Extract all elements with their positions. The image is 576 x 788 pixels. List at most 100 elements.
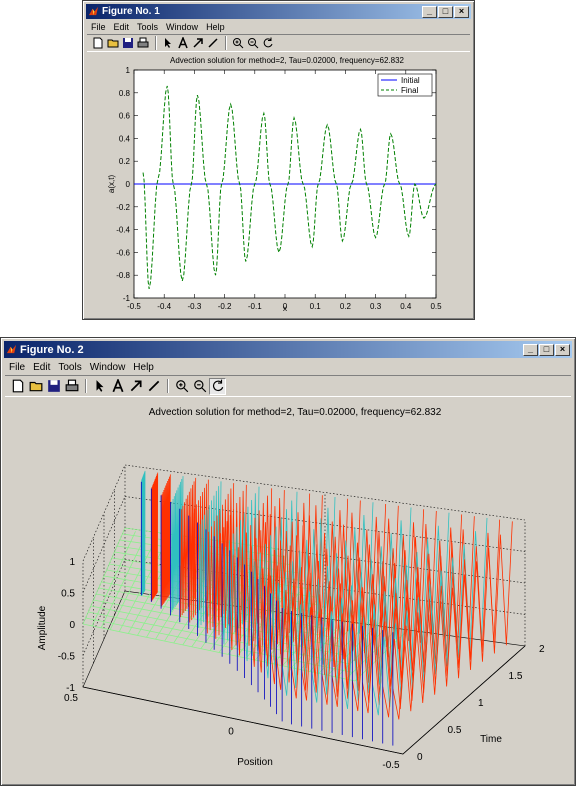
x-tick-label: -0.2 <box>218 302 232 311</box>
series-group <box>134 85 437 289</box>
printer-icon <box>65 379 78 392</box>
toolbar-separator <box>85 379 87 393</box>
menu-tools[interactable]: Tools <box>58 361 82 373</box>
surface-flat-line <box>109 537 157 630</box>
y-tick-label: 0.6 <box>119 112 131 121</box>
rotate-3d-button[interactable] <box>261 36 275 50</box>
surface-ridge-line <box>160 474 171 607</box>
y-tick-label: -0.6 <box>116 248 130 257</box>
new-figure-button[interactable] <box>91 36 105 50</box>
y-tick-label: 1 <box>126 66 131 75</box>
x-tick-label: 0 <box>283 302 288 311</box>
axis-ticks: 10.50-0.5-10.50-0.500.511.52 <box>58 557 545 771</box>
grid-line <box>124 496 526 552</box>
matlab-logo-icon <box>88 6 99 16</box>
insert-line-button[interactable] <box>145 378 162 395</box>
arrow-icon <box>193 38 203 48</box>
y-tick-label: 0.8 <box>119 89 131 98</box>
x-tick-label: 0.3 <box>370 302 382 311</box>
x-tick-label: 0.2 <box>340 302 352 311</box>
x-ticks: -0.5 -0.4 -0.3 -0.2 -0.1 0 0.1 0.2 0.3 0.4 0.5 <box>127 70 442 311</box>
time-tick-label: 1 <box>478 698 484 709</box>
print-button[interactable] <box>136 36 150 50</box>
insert-text-button[interactable] <box>176 36 190 50</box>
minimize-button[interactable]: _ <box>422 5 437 18</box>
surface-flat-line <box>91 531 136 627</box>
toolbar-separator <box>155 36 157 50</box>
legend-label-final: Final <box>401 86 419 95</box>
x-tick-label: -0.4 <box>157 302 171 311</box>
close-button[interactable]: × <box>555 343 570 356</box>
insert-arrow-button[interactable] <box>127 378 144 395</box>
y-axis-label: a(x,t) <box>107 175 116 194</box>
insert-text-button[interactable] <box>109 378 126 395</box>
x-tick-label: 0.5 <box>430 302 442 311</box>
save-icon <box>47 380 60 392</box>
amplitude-tick-label: 0.5 <box>61 589 75 600</box>
amplitude-tick-label: 1 <box>69 557 75 568</box>
menu-edit[interactable]: Edit <box>113 22 130 32</box>
chart-title: Advection solution for method=2, Tau=0.0… <box>170 56 405 65</box>
axis-edge <box>82 686 404 755</box>
y-tick-label: -0.8 <box>116 271 130 280</box>
time-tick-label: 1.5 <box>509 671 523 682</box>
z-axis-label: Amplitude <box>37 605 48 650</box>
open-file-button[interactable] <box>106 36 120 50</box>
maximize-button[interactable]: □ <box>539 343 554 356</box>
insert-line-button[interactable] <box>206 36 220 50</box>
surface-ridge-line <box>392 521 513 720</box>
y-tick-label: -0.4 <box>116 226 130 235</box>
edit-plot-button[interactable] <box>161 36 175 50</box>
figure-1-menubar: File Edit Tools Window Help <box>87 20 470 34</box>
matlab-logo-icon <box>6 344 17 354</box>
edit-plot-button[interactable] <box>91 378 108 395</box>
figure-2-plot-area: Advection solution for method=2, Tau=0.0… <box>5 398 571 781</box>
figure-1-titlebar[interactable]: Figure No. 1 _ □ × <box>86 4 471 19</box>
time-tick-label: 0 <box>417 752 423 763</box>
close-button[interactable]: × <box>454 5 469 18</box>
figure-1-window: Figure No. 1 _ □ × File Edit Tools Windo… <box>82 0 475 320</box>
menu-help[interactable]: Help <box>206 22 225 32</box>
menu-file[interactable]: File <box>91 22 106 32</box>
y-tick-label: -1 <box>123 294 131 303</box>
surface-flat-line <box>85 617 353 673</box>
insert-arrow-button[interactable] <box>191 36 205 50</box>
figure-2-window: Figure No. 2 _ □ × File Edit Tools Windo… <box>0 337 576 786</box>
zoom-out-button[interactable] <box>191 378 208 395</box>
zoom-in-button[interactable] <box>231 36 245 50</box>
x-tick-label: -0.3 <box>188 302 202 311</box>
minimize-button[interactable]: _ <box>523 343 538 356</box>
surface-ridge-line <box>150 472 159 602</box>
save-button[interactable] <box>121 36 135 50</box>
new-figure-button[interactable] <box>9 378 26 395</box>
printer-icon <box>137 37 149 48</box>
zoom-in-icon <box>233 38 244 49</box>
menu-edit[interactable]: Edit <box>33 361 51 373</box>
toolbar-separator <box>225 36 227 50</box>
menu-help[interactable]: Help <box>133 361 154 373</box>
rotate-icon <box>212 379 223 391</box>
grid-line <box>124 464 526 521</box>
save-button[interactable] <box>45 378 62 395</box>
x-tick-label: 0.1 <box>310 302 322 311</box>
figure-2-titlebar[interactable]: Figure No. 2 _ □ × <box>4 341 572 358</box>
zoom-in-button[interactable] <box>173 378 190 395</box>
menu-window[interactable]: Window <box>166 22 199 32</box>
menu-file[interactable]: File <box>9 361 26 373</box>
position-tick-label: 0 <box>228 727 234 738</box>
line-icon <box>148 380 159 392</box>
new-file-icon <box>93 37 103 49</box>
surface-flat-line <box>300 610 355 670</box>
x-tick-label: -0.5 <box>127 302 141 311</box>
surface-flat-line <box>100 534 147 628</box>
zoom-out-button[interactable] <box>246 36 260 50</box>
menu-window[interactable]: Window <box>89 361 126 373</box>
open-file-button[interactable] <box>27 378 44 395</box>
maximize-button[interactable]: □ <box>438 5 453 18</box>
toolbar-separator <box>167 379 169 393</box>
figure-1-toolbar <box>87 34 470 52</box>
open-folder-icon <box>107 39 119 48</box>
menu-tools[interactable]: Tools <box>137 22 159 32</box>
rotate-3d-button[interactable] <box>209 377 226 395</box>
print-button[interactable] <box>63 378 80 395</box>
